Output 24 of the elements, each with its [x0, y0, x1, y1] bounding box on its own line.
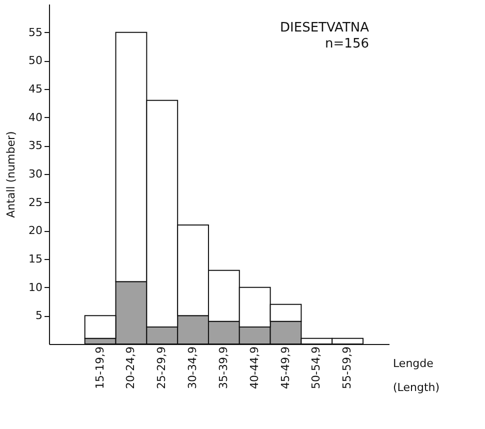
annotation: n=156 [325, 36, 369, 52]
y-tick-label: 45 [28, 82, 42, 96]
y-tick-label: 30 [28, 168, 42, 180]
y-tick-label: 10 [28, 280, 42, 294]
x-tick-label: 40-44,9 [248, 346, 261, 389]
x-tick-label: 45-49,9 [278, 346, 292, 389]
y-tick-label: 5 [36, 309, 42, 322]
x-tick-label: 55-59,9 [340, 346, 354, 389]
x-axis-title: Lengde (Length) [393, 357, 440, 394]
y-tick-label: 55 [28, 26, 42, 39]
x-tick-label: 15-19,9 [93, 346, 106, 389]
annotation: DIESETVATNA [280, 20, 370, 36]
x-tick-label: 50-54,9 [310, 346, 323, 389]
x-tick-label: 25-29,9 [155, 346, 168, 389]
y-tick-label: 35 [28, 139, 42, 152]
x-tick-label: 30-34,9 [186, 346, 200, 389]
y-tick-label: 20 [28, 224, 42, 238]
y-axis-title: Antall (number) [4, 131, 18, 218]
y-tick-label: 25 [28, 196, 42, 209]
x-tick-label: 20-24,9 [124, 346, 138, 389]
y-tick-label: 15 [28, 252, 42, 266]
y-tick-label: 40 [28, 110, 42, 124]
x-tick-label: 35-39,9 [216, 346, 230, 389]
y-tick-label: 50 [28, 54, 42, 68]
